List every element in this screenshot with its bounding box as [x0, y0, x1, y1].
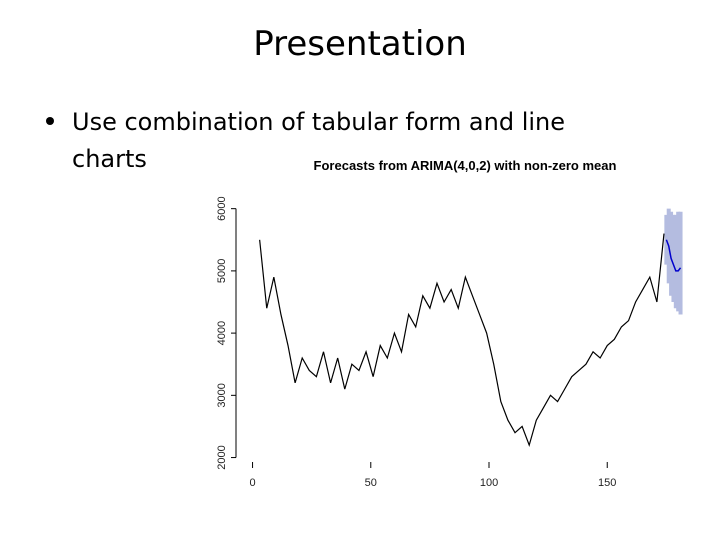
y-tick-label: 3000 — [216, 383, 228, 407]
chart-title: Forecasts from ARIMA(4,0,2) with non-zer… — [314, 158, 617, 173]
x-tick-label: 0 — [249, 477, 255, 489]
y-tick-label: 5000 — [216, 259, 228, 283]
slide-title: Presentation — [253, 24, 467, 64]
bullet-dot — [46, 117, 54, 125]
bullet-text: charts — [72, 145, 147, 173]
y-tick-label: 4000 — [216, 321, 228, 345]
data-line — [259, 233, 665, 448]
x-tick-label: 100 — [480, 477, 498, 489]
x-tick-label: 50 — [365, 477, 377, 489]
y-tick-label: 6000 — [216, 196, 228, 220]
forecast-line — [665, 239, 682, 272]
bullet-text: Use combination of tabular form and line — [72, 108, 565, 136]
x-tick-label: 150 — [598, 477, 616, 489]
y-tick-label: 2000 — [216, 445, 228, 469]
